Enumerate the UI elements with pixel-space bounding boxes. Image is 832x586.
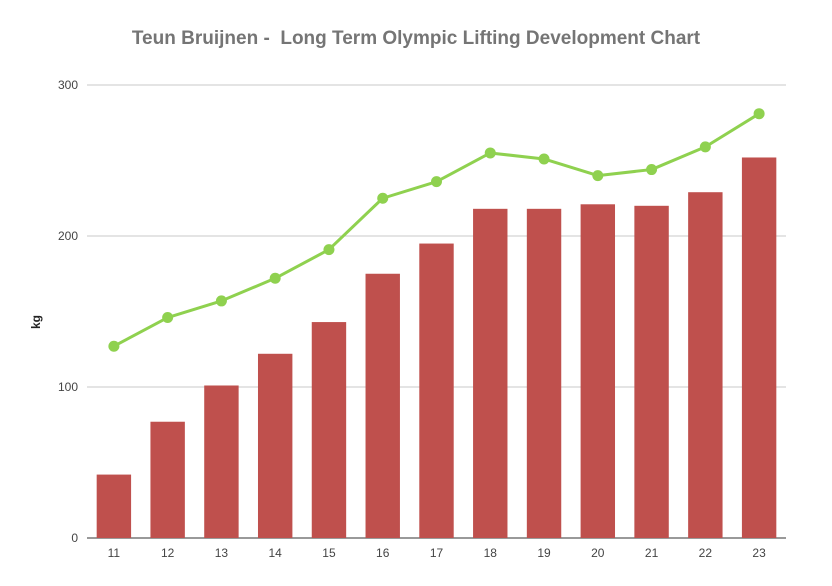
bar	[257, 353, 293, 538]
bar	[473, 208, 508, 538]
line-point	[753, 108, 765, 120]
x-tick-label: 16	[376, 546, 390, 560]
bar	[634, 205, 669, 539]
y-tick-label: 100	[58, 380, 78, 394]
x-tick-label: 19	[537, 546, 551, 560]
x-tick-label: 15	[322, 546, 336, 560]
x-tick-label: 17	[430, 546, 444, 560]
line-point	[431, 176, 442, 188]
x-tick-label: 20	[591, 546, 605, 560]
x-tick-label: 14	[269, 546, 283, 560]
line-point	[484, 147, 496, 159]
line-point	[162, 312, 174, 324]
y-tick-label: 300	[58, 78, 78, 92]
x-tick-label: 22	[699, 546, 713, 560]
line-point	[646, 164, 658, 176]
line-point	[323, 244, 335, 256]
x-tick-label: 23	[752, 546, 766, 560]
line-point	[699, 141, 711, 153]
x-tick-label: 12	[161, 546, 175, 560]
chart-title: Teun Bruijnen - Long Term Olympic Liftin…	[131, 28, 701, 49]
bar	[741, 157, 777, 539]
line-point	[269, 272, 281, 284]
line-point	[215, 295, 227, 307]
bar	[419, 243, 454, 539]
bar	[204, 385, 239, 538]
bar	[311, 322, 347, 538]
bar	[96, 474, 132, 538]
x-tick-label: 21	[645, 546, 659, 560]
bar	[688, 192, 723, 538]
x-tick-label: 11	[108, 546, 121, 560]
y-tick-label: 200	[58, 229, 78, 243]
line-point	[377, 192, 389, 204]
bar	[526, 208, 562, 538]
line-point	[592, 170, 604, 182]
bar	[580, 204, 616, 539]
line-point	[108, 340, 120, 352]
y-tick-label: 0	[71, 531, 78, 545]
x-tick-label: 13	[215, 546, 229, 560]
bar	[150, 421, 185, 538]
x-tick-label: 18	[484, 546, 498, 560]
bar	[365, 273, 400, 538]
line-point	[538, 153, 550, 165]
y-axis-title: kg	[29, 315, 43, 329]
